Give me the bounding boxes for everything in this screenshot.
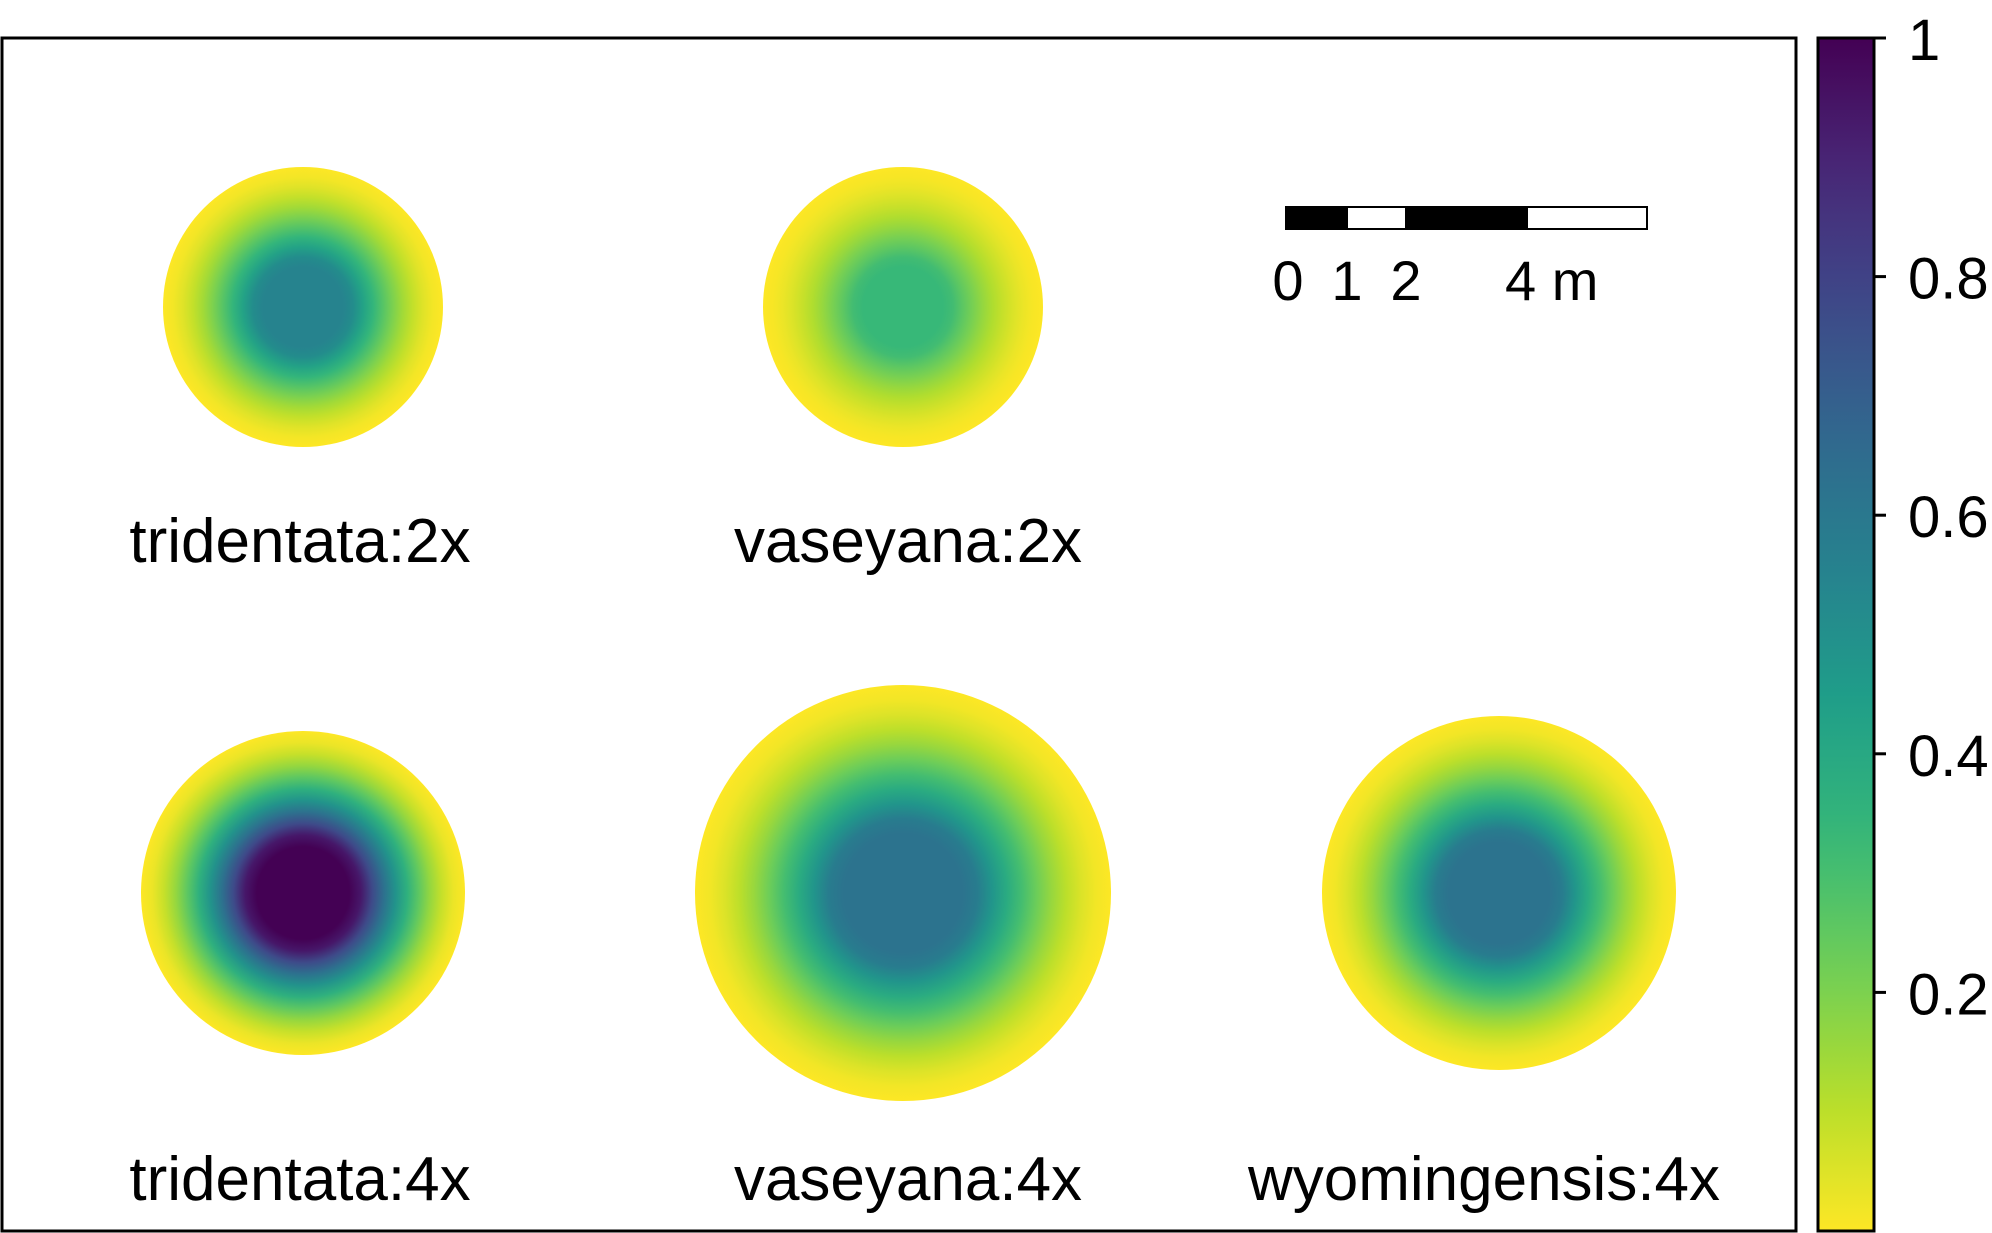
panel-label-wyomingensis-4x: wyomingensis:4x [1247, 1145, 1720, 1214]
scale-bar-seg-1 [1285, 206, 1348, 230]
panel-label-vaseyana-2x: vaseyana:2x [734, 507, 1082, 576]
scale-bar-label-2: 2 [1390, 249, 1421, 312]
scale-bar-seg-3 [1405, 206, 1528, 230]
blob-tridentata-4x [141, 731, 465, 1055]
blob-tridentata-2x [163, 167, 443, 447]
scale-bar-label-1: 1 [1331, 249, 1362, 312]
colorbar: 0.2 0.4 0.6 0.8 1 [1816, 8, 1989, 1233]
panel-label-vaseyana-4x: vaseyana:4x [734, 1145, 1082, 1214]
scale-bar-seg-4 [1526, 206, 1648, 230]
colorbar-tick-label-2: 0.6 [1908, 485, 1989, 550]
colorbar-tick-label-0: 0.2 [1908, 962, 1989, 1027]
panel-label-tridentata-2x: tridentata:2x [129, 507, 470, 576]
scale-bar-label-4m: 4 m [1505, 249, 1598, 312]
colorbar-tick-label-4: 1 [1908, 8, 1940, 73]
scale-bar-seg-2 [1346, 206, 1407, 230]
blob-vaseyana-2x [763, 167, 1043, 447]
colorbar-ticks: 0.2 0.4 0.6 0.8 1 [1874, 8, 1989, 1027]
blob-wyomingensis-4x [1322, 716, 1676, 1070]
scale-bar: 0 1 2 4 m [1272, 206, 1648, 312]
shrub-blobs [141, 167, 1676, 1101]
colorbar-tick-label-3: 0.8 [1908, 247, 1989, 312]
panel-label-tridentata-4x: tridentata:4x [129, 1145, 470, 1214]
scale-bar-label-0: 0 [1272, 249, 1303, 312]
colorbar-gradient [1818, 38, 1874, 1231]
colorbar-tick-label-1: 0.4 [1908, 724, 1989, 789]
blob-vaseyana-4x [695, 685, 1111, 1101]
